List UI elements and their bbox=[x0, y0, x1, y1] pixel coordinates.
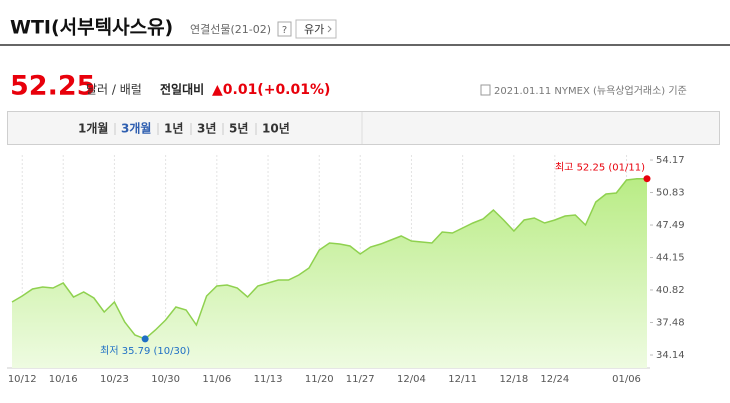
y-tick-label: 54.17 bbox=[656, 155, 685, 166]
max-label: 최고 52.25 (01/11) bbox=[555, 162, 645, 174]
tab-bar bbox=[7, 111, 720, 145]
min-label: 최저 35.79 (10/30) bbox=[100, 345, 190, 357]
y-tick-label: 34.14 bbox=[656, 350, 685, 361]
y-tick-label: 40.82 bbox=[656, 285, 685, 296]
period-tab[interactable]: 3년 bbox=[197, 122, 216, 136]
period-tab[interactable]: 5년 bbox=[229, 122, 248, 136]
max-marker bbox=[643, 175, 651, 183]
x-tick-label: 12/11 bbox=[448, 374, 477, 385]
period-tab[interactable]: 1년 bbox=[164, 122, 183, 136]
x-tick-label: 11/27 bbox=[346, 374, 375, 385]
x-tick-label: 12/24 bbox=[540, 374, 569, 385]
change-label: 전일대비 bbox=[160, 82, 204, 97]
x-tick-label: 11/06 bbox=[202, 374, 231, 385]
x-tick-label: 11/13 bbox=[254, 374, 283, 385]
y-tick-label: 47.49 bbox=[656, 220, 685, 231]
x-tick-label: 11/20 bbox=[305, 374, 334, 385]
period-tab[interactable]: 10년 bbox=[262, 122, 290, 136]
area-fill bbox=[12, 178, 647, 368]
x-tick-label: 12/04 bbox=[397, 374, 426, 385]
doc-icon bbox=[480, 84, 491, 96]
price-line bbox=[11, 177, 648, 340]
min-marker bbox=[141, 335, 149, 343]
x-tick-label: 01/06 bbox=[612, 374, 641, 385]
oil-button-label[interactable]: 유가 bbox=[304, 23, 324, 36]
x-tick-label: 10/12 bbox=[8, 374, 37, 385]
y-tick-label: 50.83 bbox=[656, 188, 685, 199]
period-tab[interactable]: 3개월 bbox=[121, 121, 151, 136]
y-tick-label: 37.48 bbox=[656, 317, 685, 328]
price: 52.25 bbox=[10, 71, 95, 102]
x-tick-label: 10/23 bbox=[100, 374, 129, 385]
y-tick-label: 44.15 bbox=[656, 253, 685, 264]
help[interactable]: ? bbox=[282, 25, 287, 36]
change: ▲0.01(+0.01%) bbox=[212, 82, 330, 98]
asof: 2021.01.11 NYMEX (뉴욕상업거래소) 기준 bbox=[494, 84, 687, 97]
period-tab[interactable]: 1개월 bbox=[78, 121, 108, 136]
x-tick-label: 12/18 bbox=[499, 374, 528, 385]
arrow bbox=[327, 25, 332, 33]
unit: 달러 / 배럴 bbox=[86, 83, 142, 97]
x-tick-label: 10/16 bbox=[49, 374, 78, 385]
oil-button[interactable] bbox=[295, 19, 337, 39]
contract: 연결선물(21-02) bbox=[190, 23, 271, 36]
help-box[interactable] bbox=[277, 21, 292, 37]
title: WTI(서부텍사스유) bbox=[10, 17, 173, 39]
x-tick-label: 10/30 bbox=[151, 374, 180, 385]
